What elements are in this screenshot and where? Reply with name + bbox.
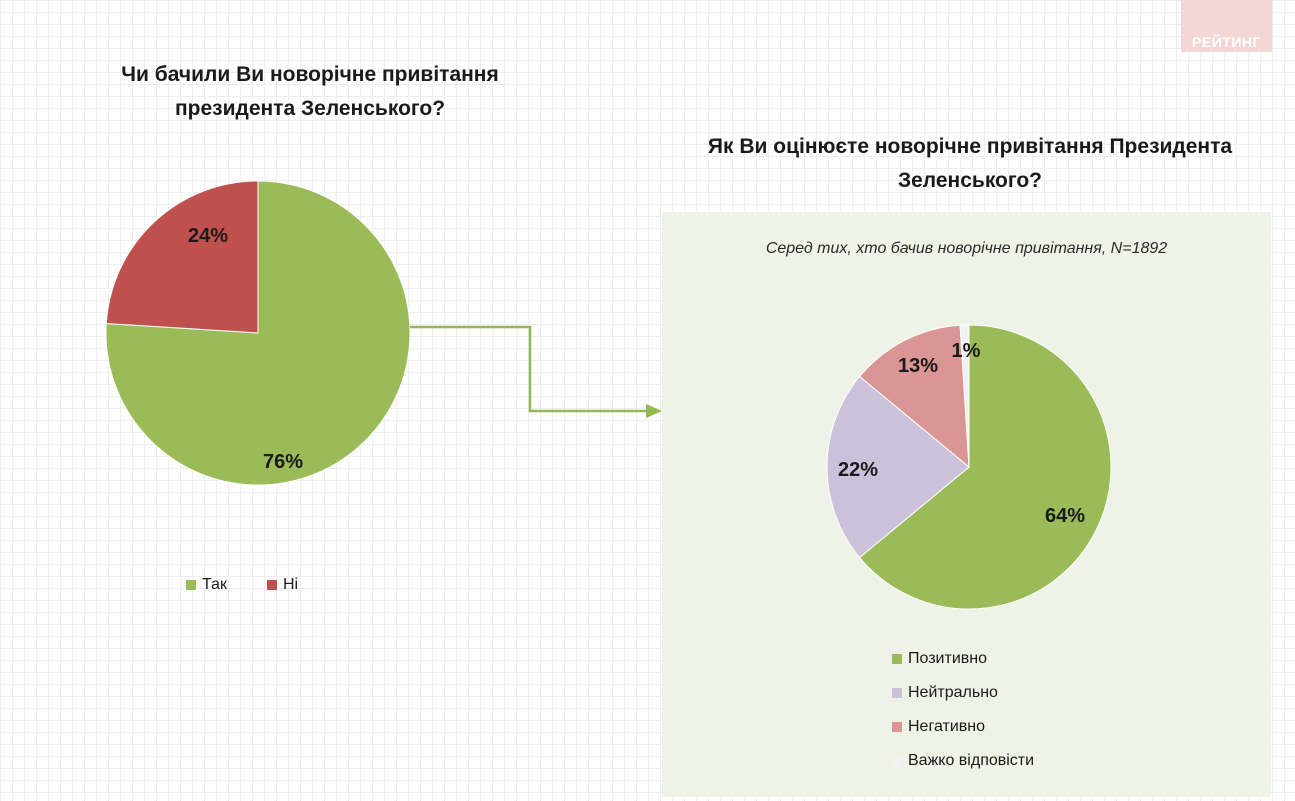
legend-swatch	[892, 756, 902, 766]
pie-slice-1-0	[858, 324, 1112, 610]
legend-item-1-0: Позитивно	[892, 642, 1034, 676]
pie-slice-0-0	[105, 180, 411, 486]
legend-swatch	[892, 722, 902, 732]
legend-label: Позитивно	[908, 650, 987, 667]
pie-label-1-0: 64%	[1045, 505, 1085, 527]
pie-slice-1-2	[858, 324, 970, 469]
legend-label: Негативно	[908, 718, 985, 735]
pie-label-1-3: 1%	[952, 340, 981, 362]
legend-item-1-2: Негативно	[892, 710, 1034, 744]
legend-item-0-1: Ні	[266, 568, 299, 602]
pie-label-0-1: 24%	[188, 225, 228, 247]
legend-swatch	[186, 580, 196, 590]
rating-logo: РЕЙТИНГ	[1181, 0, 1272, 52]
pie-label-0-0: 76%	[263, 451, 303, 473]
legend-item-0-0: Так	[186, 568, 227, 602]
legend-swatch	[266, 580, 277, 590]
legend-label: Важко відповісти	[908, 752, 1035, 769]
legend-rating: Позитивно Нейтрально Негативно Важко відпов…	[892, 642, 1034, 778]
legend-item-1-1: Нейтрально	[892, 676, 1034, 710]
legend-swatch	[892, 654, 902, 664]
pie-chart-rating: 64% 22% 13% 1%	[826, 324, 1112, 610]
legend-swatch	[892, 688, 902, 698]
chart-subtitle: Серед тих, хто бачив новорічне привітанн…	[765, 240, 1168, 257]
chart-title-seen: Чи бачили Ви новорічне привітання презид…	[121, 63, 499, 120]
pie-label-1-2: 13%	[898, 355, 938, 377]
connector-arrow	[410, 325, 648, 413]
chart-title-rating: Як Ви оцінюєте новорічне привітання През…	[707, 135, 1233, 192]
pie-slice-1-3	[959, 324, 970, 468]
legend-seen: Так Ні	[186, 568, 298, 602]
arrow-head-icon	[646, 404, 662, 418]
legend-item-1-3: Важко відповісти	[892, 744, 1034, 778]
pie-slice-0-1	[105, 180, 259, 334]
legend-label: Ні	[282, 576, 299, 593]
pie-chart-seen: 76% 24%	[105, 180, 411, 486]
legend-label: Нейтрально	[908, 684, 998, 701]
pie-label-1-1: 22%	[838, 459, 878, 481]
legend-label: Так	[202, 576, 227, 593]
pie-slice-1-1	[826, 375, 970, 559]
